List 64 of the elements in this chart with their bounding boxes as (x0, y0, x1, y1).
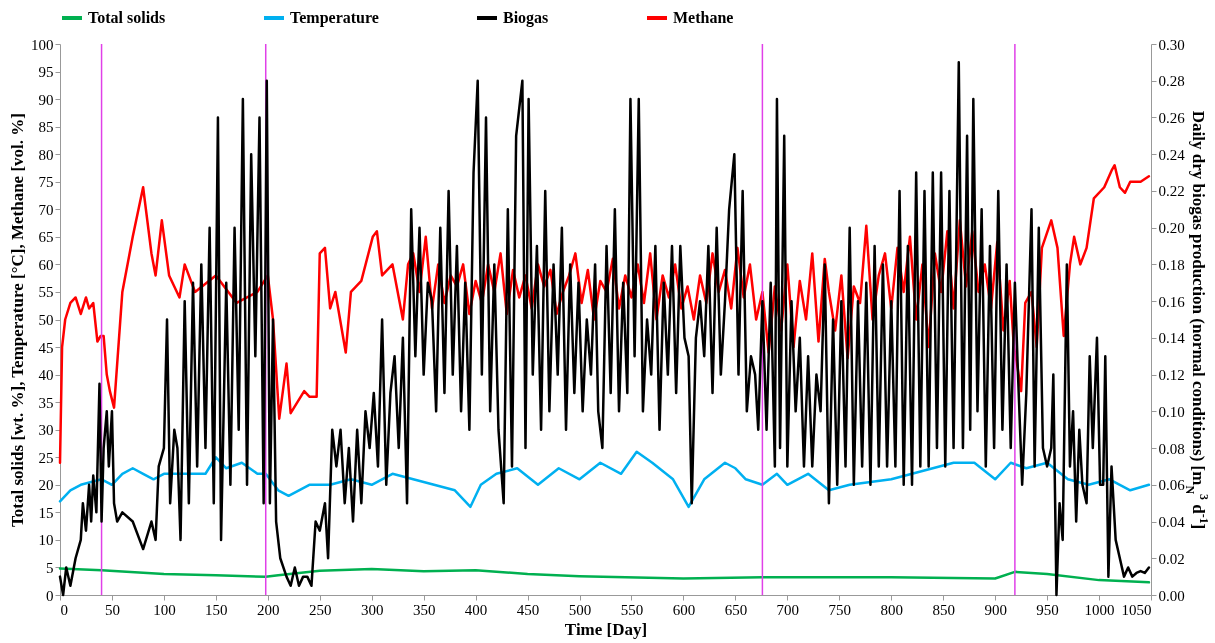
legend-label: Methane (673, 9, 734, 26)
y-tick-label: 30 (38, 422, 54, 439)
x-tick-label: 550 (620, 601, 644, 618)
y-tick-label: 10 (38, 532, 54, 549)
x-tick-label: 500 (568, 601, 592, 618)
x-tick-label: 900 (984, 601, 1007, 618)
x-tick-label: 600 (672, 601, 696, 618)
x-axis-title: Time [Day] (564, 619, 648, 639)
x-tick-label: 50 (104, 601, 120, 618)
x-tick-label: 350 (412, 601, 436, 618)
y-tick-label: 90 (38, 91, 54, 108)
y2-tick-label: 0.16 (1158, 293, 1186, 310)
y-tick-label: 100 (31, 36, 54, 53)
y-tick-label: 25 (38, 449, 54, 466)
x-tick-label: 100 (153, 601, 176, 618)
legend-label: Temperature (290, 9, 379, 27)
x-tick-label: 0 (60, 601, 68, 618)
legend-label: Total solids (88, 9, 166, 26)
y-tick-label: 75 (38, 174, 54, 191)
y-tick-label: 95 (38, 64, 54, 81)
x-tick-label: 950 (1036, 601, 1059, 618)
y2-tick-label: 0.12 (1158, 367, 1185, 384)
x-tick-label: 200 (257, 601, 280, 618)
y-tick-label: 60 (38, 256, 54, 273)
y-tick-label: 20 (38, 477, 54, 494)
y2-tick-label: 0.08 (1158, 440, 1185, 457)
y2-tick-label: 0.10 (1158, 403, 1185, 420)
y-tick-label: 45 (38, 339, 54, 356)
y2-tick-label: 0.14 (1158, 330, 1186, 347)
y-tick-label: 85 (38, 119, 54, 136)
x-tick-label: 650 (724, 601, 748, 618)
y2-tick-label: 0.26 (1158, 109, 1186, 126)
x-tick-label: 150 (205, 601, 228, 618)
y2-tick-label: 0.24 (1158, 146, 1186, 163)
y-tick-label: 35 (38, 394, 54, 411)
y-axis-title: Total solids [wt. %], Temperature [°C], Methane [vol. %] (8, 113, 27, 527)
y-tick-label: 55 (38, 284, 54, 301)
x-tick-label: 750 (828, 601, 852, 618)
x-tick-label: 700 (776, 601, 800, 618)
y2-tick-label: 0.00 (1158, 587, 1185, 604)
y2-tick-label: 0.30 (1158, 36, 1185, 53)
y2-tick-label: 0.18 (1158, 256, 1185, 273)
x-tick-label: 400 (464, 601, 488, 618)
y2-tick-label: 0.02 (1158, 550, 1185, 567)
x-tick-label: 800 (880, 601, 903, 618)
y-tick-label: 15 (38, 504, 54, 521)
x-tick-label: 1050 (1121, 601, 1152, 618)
y-tick-label: 80 (38, 146, 54, 163)
legend-label: Biogas (503, 9, 549, 27)
y-tick-label: 5 (46, 559, 54, 576)
y2-tick-label: 0.06 (1158, 477, 1186, 494)
y-tick-label: 70 (38, 201, 54, 218)
x-tick-label: 1000 (1084, 601, 1115, 618)
y2-tick-label: 0.28 (1158, 73, 1185, 90)
y2-tick-label: 0.20 (1158, 220, 1185, 237)
y-tick-label: 0 (46, 587, 54, 604)
y-tick-label: 40 (38, 367, 54, 384)
y2-tick-label: 0.22 (1158, 183, 1185, 200)
x-tick-label: 450 (516, 601, 540, 618)
y-tick-label: 65 (38, 229, 54, 246)
x-tick-label: 850 (932, 601, 955, 618)
y-tick-label: 50 (38, 312, 54, 328)
x-tick-label: 300 (360, 601, 384, 618)
x-tick-label: 250 (309, 601, 332, 618)
